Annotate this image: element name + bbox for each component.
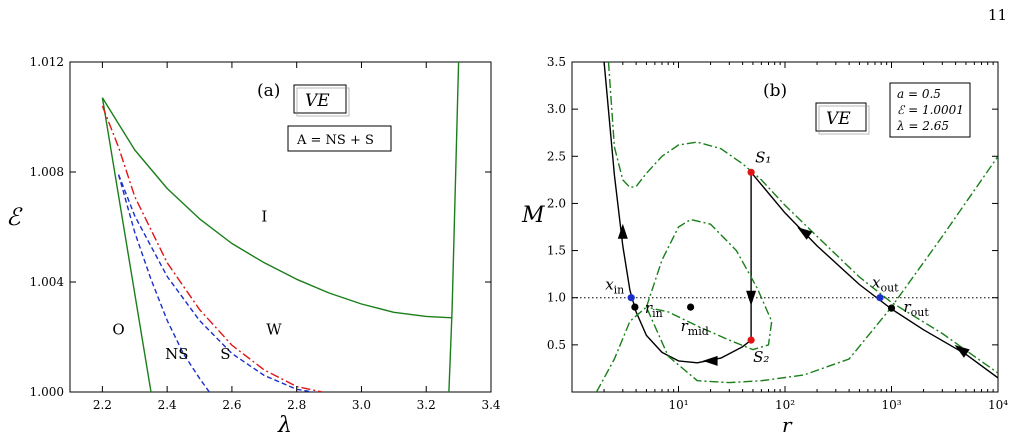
panel-b-series-5 xyxy=(645,218,773,351)
panel-a-label: (a) xyxy=(257,81,280,101)
panel-a: 2.2 2.4 2.6 2.8 3.0 3.2 3.4 1.000 1.004 1.008 1.01… xyxy=(6,55,501,438)
region-label: S xyxy=(220,345,230,363)
point-label: rmid xyxy=(681,317,709,338)
panel-b-param-e: ℰ = 1.0001 xyxy=(897,103,964,117)
panel-a-ticks: 2.2 2.4 2.6 2.8 3.0 3.2 3.4 1.000 1.004 1.008 1.01… xyxy=(30,55,501,412)
panel-b-series-3 xyxy=(607,62,998,374)
panel-b-xlabel: r xyxy=(782,413,793,437)
panel-a-xlabel: λ xyxy=(277,413,292,438)
panel-b-label: (b) xyxy=(763,81,787,101)
panel-a-region-labels: I O NS S W xyxy=(112,208,282,364)
region-label: I xyxy=(261,208,267,226)
panel-a-series-0 xyxy=(101,97,152,392)
panel-b-tag: VE xyxy=(826,109,851,129)
point-label: xout xyxy=(872,274,899,295)
panel-b-ytick-label: 3.0 xyxy=(547,102,566,116)
panel-a-frame xyxy=(69,61,492,393)
panel-a-series-2 xyxy=(448,62,460,392)
panel-a-note: A = NS + S xyxy=(296,133,374,148)
point-marker xyxy=(631,303,639,311)
panel-a-ytick-label: 1.012 xyxy=(30,55,64,69)
panel-b: 10¹ 10² 10³ 10⁴ 0.5 1.0 1.5 2.0 2.5 3.0 3.5 S₁ S₂ xi… xyxy=(521,55,1008,437)
panel-a-series-1 xyxy=(101,97,453,319)
panel-a-xtick-label: 3.2 xyxy=(417,398,436,412)
flow-arrow xyxy=(617,223,628,239)
point-marker xyxy=(876,294,884,302)
panel-b-ytick-label: 1.5 xyxy=(547,244,566,258)
panel-b-series-0 xyxy=(603,62,752,364)
panel-a-tag-box xyxy=(293,84,347,114)
panel-a-xtick-label: 2.4 xyxy=(158,398,177,412)
point-label: rin xyxy=(645,299,663,320)
panel-b-tag-box-shadow xyxy=(818,105,870,135)
panel-a-ytick-label: 1.004 xyxy=(30,275,65,289)
panel-a-xtick-label: 3.4 xyxy=(481,398,500,412)
panel-b-ylabel: M xyxy=(521,203,545,228)
panel-a-ytick-label: 1.000 xyxy=(30,385,64,399)
panel-a-series-5 xyxy=(117,174,314,392)
panel-a-xtick-label: 2.2 xyxy=(93,398,112,412)
point-marker xyxy=(747,168,755,176)
point-marker xyxy=(687,303,695,311)
panel-b-ytick-label: 2.5 xyxy=(547,149,566,163)
point-label: S₂ xyxy=(753,348,769,366)
panel-b-xtick-label: 10³ xyxy=(881,398,901,412)
panel-b-ticks: 10¹ 10² 10³ 10⁴ 0.5 1.0 1.5 2.0 2.5 3.0 3.5 xyxy=(547,55,1008,412)
panel-b-xtick-label: 10² xyxy=(775,398,795,412)
flow-arrow xyxy=(797,227,813,240)
flow-arrow xyxy=(746,290,757,306)
flow-arrow xyxy=(954,345,970,358)
point-label: S₁ xyxy=(755,148,771,166)
panel-a-tag-box-shadow xyxy=(296,87,350,117)
page-number: 11 xyxy=(987,6,1007,24)
point-marker xyxy=(627,294,635,302)
panel-b-xtick-label: 10⁴ xyxy=(988,398,1008,412)
panel-b-ytick-label: 1.0 xyxy=(547,291,566,305)
panel-a-ylabel: ℰ xyxy=(6,203,23,231)
panel-a-ytick-label: 1.008 xyxy=(30,165,64,179)
region-label: W xyxy=(266,320,282,338)
point-marker xyxy=(887,304,896,312)
region-label: NS xyxy=(165,345,188,363)
panel-a-series-3 xyxy=(101,105,323,392)
point-marker xyxy=(747,336,755,344)
region-label: O xyxy=(112,320,124,338)
panel-a-xtick-label: 2.6 xyxy=(222,398,241,412)
panel-a-tag: VE xyxy=(305,91,330,111)
flow-arrow xyxy=(702,355,718,366)
panel-a-series-4 xyxy=(117,174,210,392)
point-label: xin xyxy=(605,276,624,297)
panel-b-ytick-label: 2.0 xyxy=(547,196,566,210)
panel-b-xtick-label: 10¹ xyxy=(668,398,688,412)
panel-b-ytick-label: 3.5 xyxy=(547,55,566,69)
panel-a-xtick-label: 2.8 xyxy=(287,398,306,412)
panel-b-tag-box xyxy=(815,102,867,132)
panel-b-param-lambda: λ = 2.65 xyxy=(896,119,949,133)
panel-a-xtick-label: 3.0 xyxy=(352,398,371,412)
panel-b-params-box xyxy=(889,82,971,138)
point-label: rout xyxy=(904,298,930,319)
panel-b-ytick-label: 0.5 xyxy=(547,338,566,352)
panel-a-curves xyxy=(101,62,460,392)
panel-a-note-box xyxy=(287,125,392,152)
panel-b-param-a: a = 0.5 xyxy=(897,87,941,101)
